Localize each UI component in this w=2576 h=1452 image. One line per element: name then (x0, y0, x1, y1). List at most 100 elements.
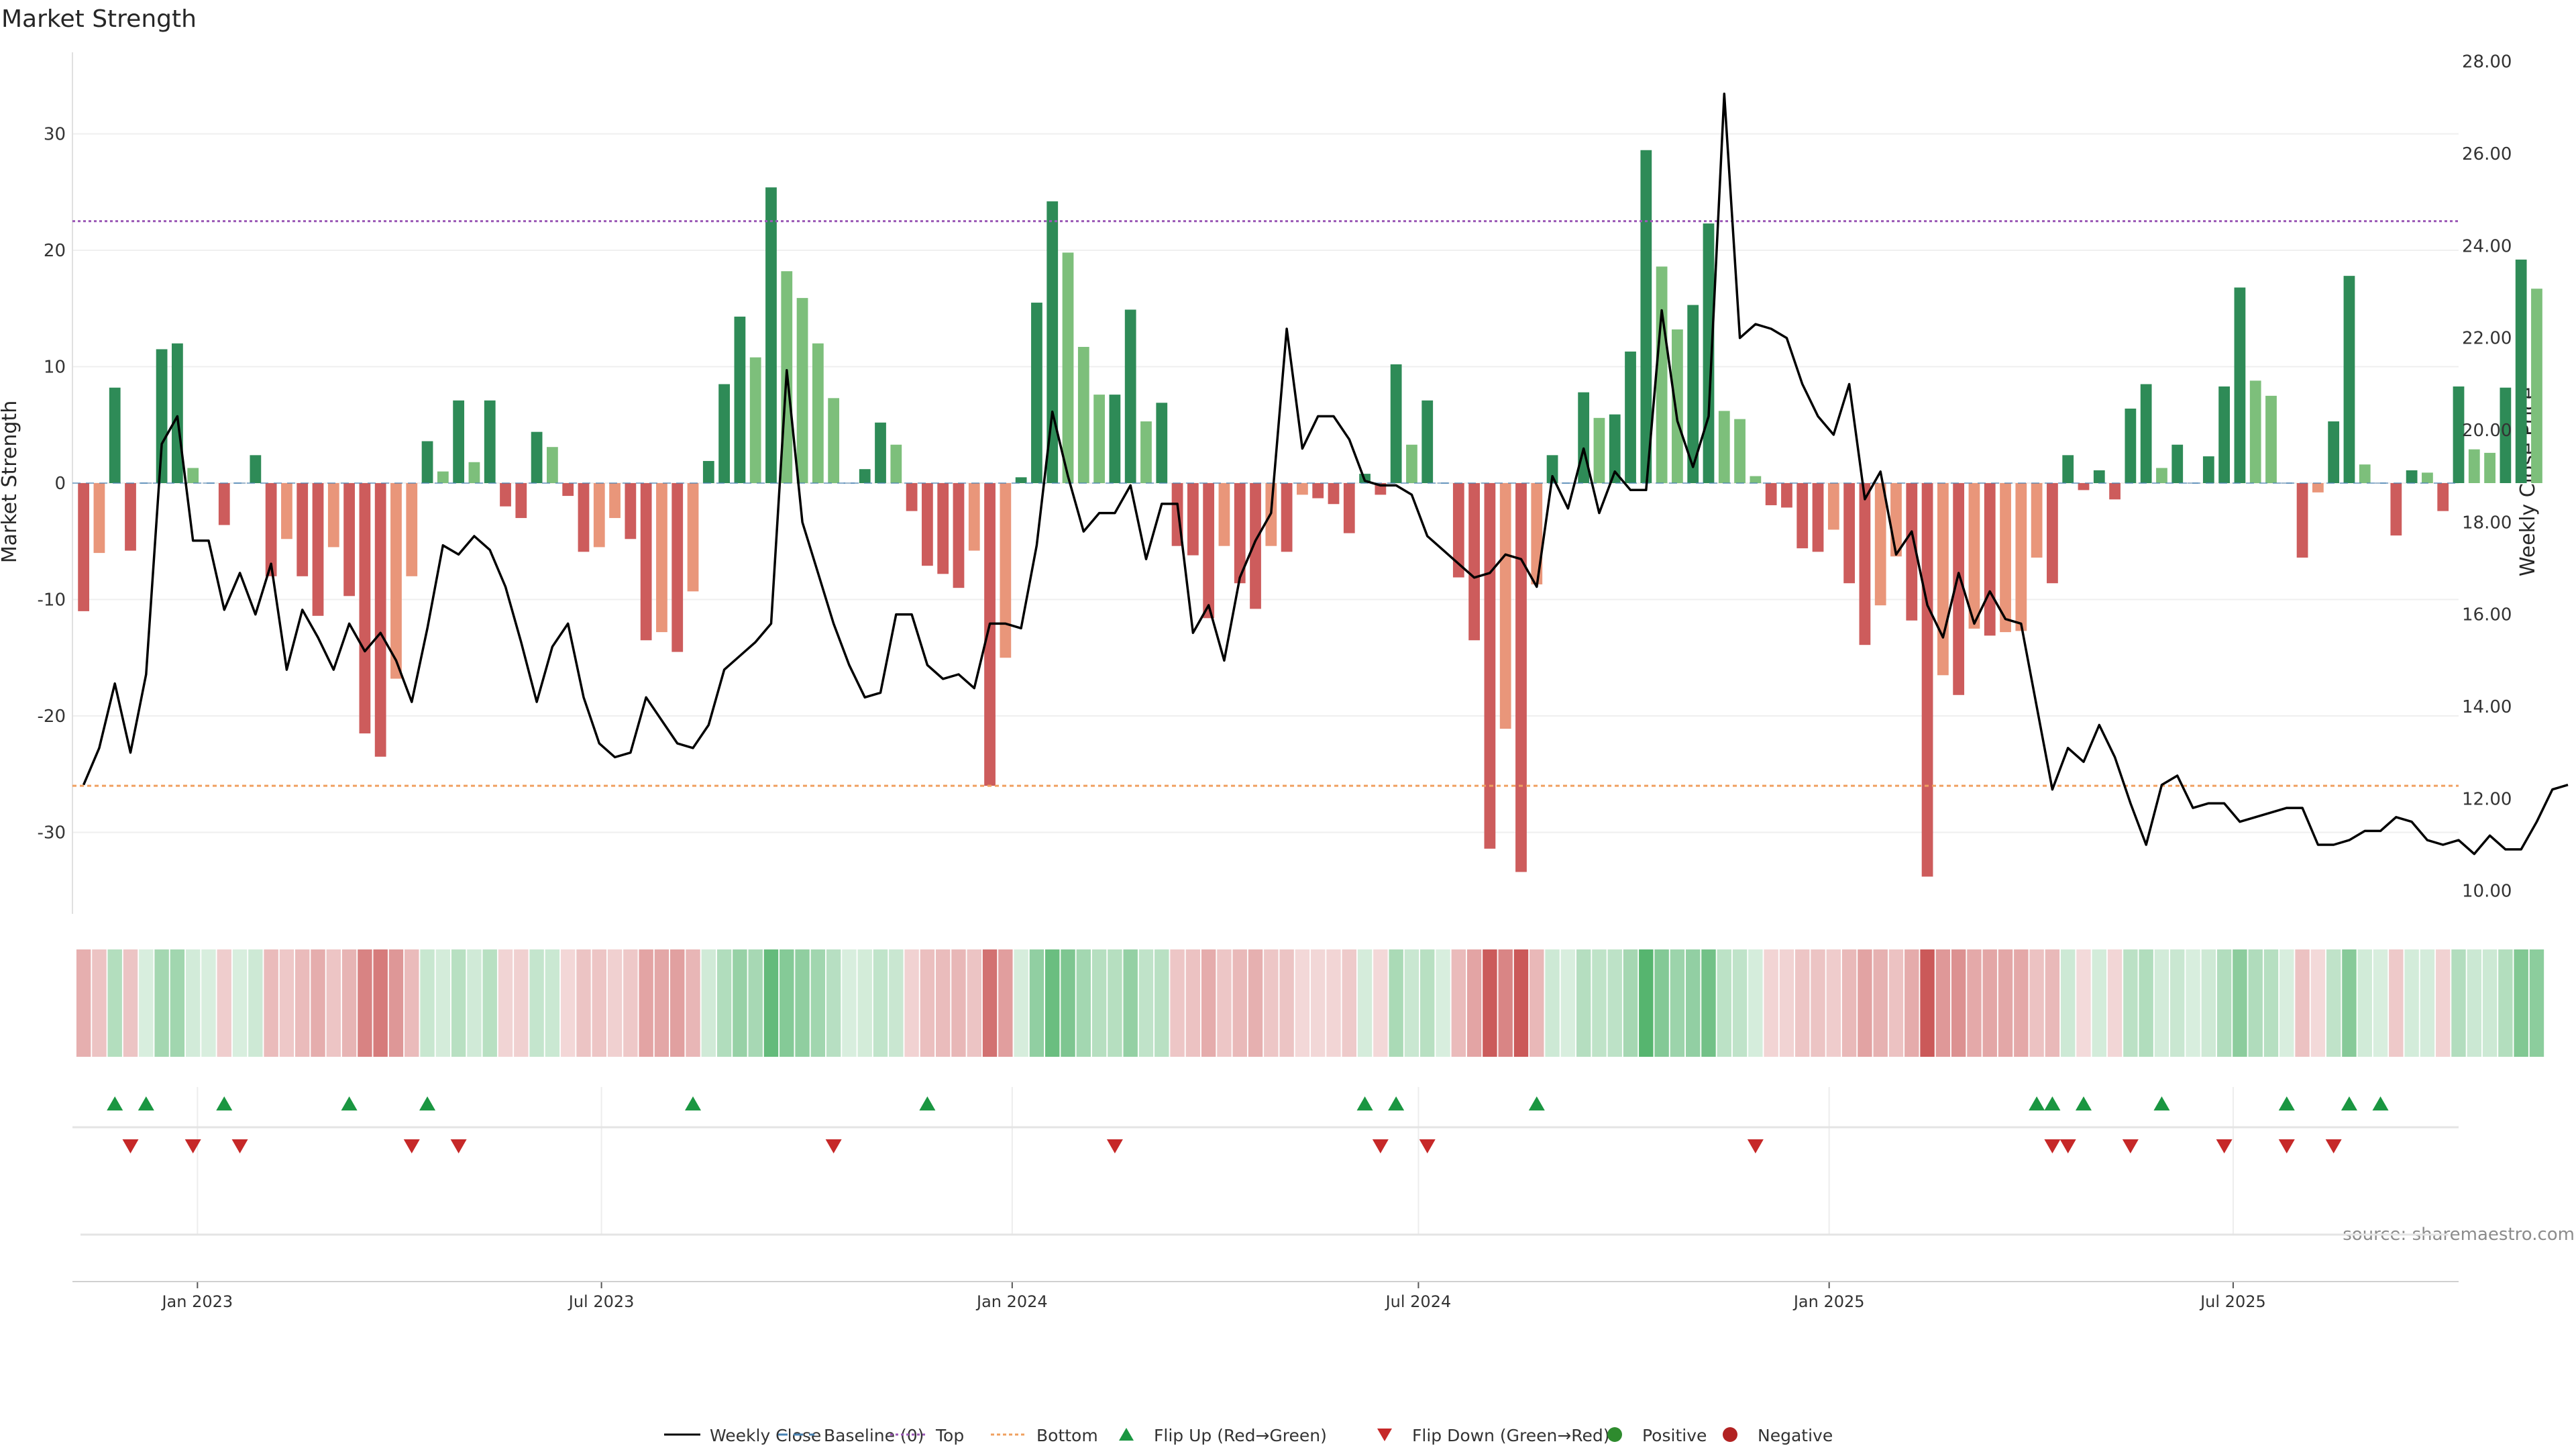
strength-bar (1984, 483, 1996, 636)
heat-cell (873, 949, 888, 1057)
strength-bar (2234, 287, 2246, 483)
strength-bar (1734, 419, 1746, 483)
heat-cell (623, 949, 638, 1057)
heat-cell (1888, 949, 1904, 1057)
strength-bar (2171, 444, 2184, 483)
flip-down-marker (2278, 1139, 2295, 1153)
strength-bar (1234, 483, 1246, 584)
strength-bar (734, 316, 746, 483)
heat-cell (341, 949, 357, 1057)
heat-cell (2092, 949, 2107, 1057)
strength-bar (1874, 483, 1886, 606)
heat-cell (1779, 949, 1794, 1057)
heat-cell (998, 949, 1013, 1057)
heat-cell (2482, 949, 2498, 1057)
heat-cell (170, 949, 185, 1057)
strength-bar (1796, 483, 1809, 549)
heat-cell (2389, 949, 2404, 1057)
strength-bar (1109, 395, 1121, 483)
heat-cell (1091, 949, 1107, 1057)
strength-bar (890, 444, 902, 483)
strength-bar (859, 469, 871, 483)
heat-cell (1795, 949, 1810, 1057)
strength-bar (1421, 400, 1434, 483)
heat-cell (2326, 949, 2341, 1057)
strength-bar (2047, 483, 2058, 584)
heat-cell (2170, 949, 2185, 1057)
heat-cell (1513, 949, 1529, 1057)
heat-cell (2060, 949, 2076, 1057)
flip-up-marker (919, 1096, 936, 1110)
strength-bar (172, 343, 183, 483)
heat-cell (107, 949, 122, 1057)
flip-up-marker (2372, 1096, 2389, 1110)
heat-cell (248, 949, 263, 1057)
strength-bar (2468, 449, 2480, 483)
strength-bar (906, 483, 918, 511)
strength-bar (1640, 150, 1652, 484)
heat-cell (2154, 949, 2169, 1057)
heat-cell (1951, 949, 1966, 1057)
strength-bar (1390, 364, 1402, 483)
strength-bar (2500, 387, 2512, 483)
heat-cell (1873, 949, 1888, 1057)
heat-cell (951, 949, 966, 1057)
heat-cell (1717, 949, 1731, 1057)
strength-bar (500, 483, 511, 507)
strength-bar (390, 483, 402, 679)
heat-cell (435, 949, 451, 1057)
strength-bar (1000, 483, 1012, 658)
y-tick-label-right: 24.00 (2462, 236, 2512, 256)
heat-cell (1201, 949, 1216, 1057)
strength-bar (937, 483, 949, 574)
strength-bar (406, 483, 418, 576)
heat-cell (451, 949, 466, 1057)
heat-cell (2310, 949, 2326, 1057)
heat-cell (1123, 949, 1138, 1057)
chart-title: Market Strength (1, 5, 197, 33)
strength-bar (2437, 483, 2449, 511)
heat-cell (185, 949, 201, 1057)
heat-cell (2435, 949, 2451, 1057)
strength-bar (1062, 252, 1074, 483)
heat-cell (670, 949, 685, 1057)
heat-cell (1436, 949, 1450, 1057)
heat-cell (1357, 949, 1373, 1057)
y-tick-label-left: 30 (44, 124, 66, 144)
flip-up-marker (2075, 1096, 2092, 1110)
heat-cell (1576, 949, 1591, 1057)
strength-bar (1921, 483, 1933, 877)
heat-cell (1592, 949, 1607, 1057)
heat-cell (154, 949, 169, 1057)
strength-bar (1281, 483, 1293, 552)
heat-cell (1451, 949, 1466, 1057)
heat-cell (1858, 949, 1872, 1057)
heat-cell (780, 949, 794, 1057)
strength-bar (437, 471, 449, 483)
heat-cell (2076, 949, 2091, 1057)
heat-cell (1264, 949, 1279, 1057)
heat-cell (358, 949, 372, 1057)
y-tick-label-left: -10 (38, 590, 66, 611)
heat-cell (1639, 949, 1654, 1057)
heat-cell (420, 949, 435, 1057)
flip-up-marker (1388, 1096, 1405, 1110)
x-tick-label: Jul 2023 (568, 1292, 635, 1311)
strength-bar (593, 483, 605, 548)
strength-bar (984, 483, 996, 786)
strength-bar (2265, 395, 2277, 483)
strength-bar (2031, 483, 2043, 558)
x-tick-label: Jul 2024 (1385, 1292, 1452, 1311)
heat-cell (498, 949, 513, 1057)
strength-bar (1593, 417, 1605, 483)
strength-bar (1609, 414, 1621, 483)
strength-bar (1468, 483, 1480, 641)
strength-bar (2093, 470, 2105, 483)
strength-bar (531, 431, 543, 483)
legend-item: Flip Down (Green→Red) (1377, 1426, 1610, 1445)
strength-bar (953, 483, 965, 588)
strength-bar (78, 483, 90, 611)
heat-cell (2357, 949, 2372, 1057)
strength-bar (1250, 483, 1261, 609)
